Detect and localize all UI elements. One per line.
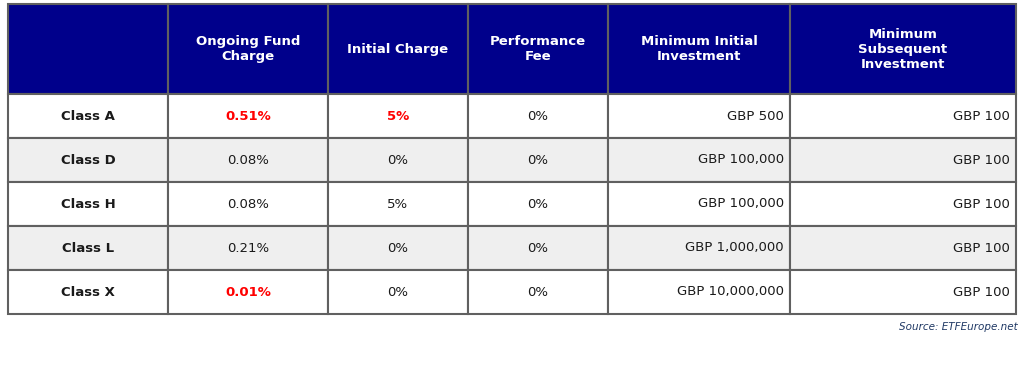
Bar bbox=[608, 138, 790, 182]
Bar bbox=[468, 270, 608, 314]
Text: Class D: Class D bbox=[60, 153, 116, 167]
Bar bbox=[8, 138, 168, 182]
Bar bbox=[608, 226, 790, 270]
Text: 0%: 0% bbox=[387, 285, 409, 299]
Text: GBP 500: GBP 500 bbox=[727, 109, 784, 123]
Bar bbox=[790, 94, 1016, 138]
Bar bbox=[790, 270, 1016, 314]
Bar bbox=[168, 182, 328, 226]
Text: 0.01%: 0.01% bbox=[225, 285, 271, 299]
Bar bbox=[328, 270, 468, 314]
Text: Class A: Class A bbox=[61, 109, 115, 123]
Text: 5%: 5% bbox=[387, 109, 410, 123]
Bar bbox=[8, 4, 168, 94]
Text: 0.08%: 0.08% bbox=[227, 153, 269, 167]
Bar bbox=[168, 226, 328, 270]
Bar bbox=[790, 138, 1016, 182]
Bar bbox=[790, 4, 1016, 94]
Text: Initial Charge: Initial Charge bbox=[347, 42, 449, 56]
Text: 0%: 0% bbox=[527, 242, 549, 254]
Bar bbox=[328, 226, 468, 270]
Bar bbox=[168, 270, 328, 314]
Bar bbox=[608, 182, 790, 226]
Bar bbox=[608, 94, 790, 138]
Text: 0%: 0% bbox=[387, 153, 409, 167]
Text: GBP 100,000: GBP 100,000 bbox=[698, 198, 784, 210]
Bar bbox=[8, 94, 168, 138]
Bar bbox=[328, 182, 468, 226]
Bar bbox=[608, 4, 790, 94]
Text: 5%: 5% bbox=[387, 198, 409, 210]
Bar bbox=[8, 182, 168, 226]
Text: 0%: 0% bbox=[527, 109, 549, 123]
Text: 0%: 0% bbox=[527, 153, 549, 167]
Bar bbox=[790, 226, 1016, 270]
Text: 0.08%: 0.08% bbox=[227, 198, 269, 210]
Text: 0.21%: 0.21% bbox=[227, 242, 269, 254]
Bar bbox=[8, 270, 168, 314]
Text: GBP 100: GBP 100 bbox=[953, 198, 1010, 210]
Text: 0.51%: 0.51% bbox=[225, 109, 271, 123]
Bar bbox=[328, 138, 468, 182]
Bar bbox=[468, 94, 608, 138]
Bar bbox=[468, 226, 608, 270]
Text: GBP 100: GBP 100 bbox=[953, 285, 1010, 299]
Text: Minimum
Subsequent
Investment: Minimum Subsequent Investment bbox=[858, 27, 947, 71]
Bar bbox=[468, 4, 608, 94]
Text: GBP 10,000,000: GBP 10,000,000 bbox=[677, 285, 784, 299]
Text: 0%: 0% bbox=[387, 242, 409, 254]
Bar bbox=[168, 4, 328, 94]
Bar bbox=[328, 94, 468, 138]
Bar bbox=[468, 182, 608, 226]
Text: 0%: 0% bbox=[527, 285, 549, 299]
Text: Class L: Class L bbox=[61, 242, 114, 254]
Text: Class H: Class H bbox=[60, 198, 116, 210]
Text: Source: ETFEurope.net: Source: ETFEurope.net bbox=[899, 322, 1018, 332]
Bar bbox=[168, 138, 328, 182]
Bar bbox=[468, 138, 608, 182]
Bar bbox=[790, 182, 1016, 226]
Text: GBP 100,000: GBP 100,000 bbox=[698, 153, 784, 167]
Text: 0%: 0% bbox=[527, 198, 549, 210]
Text: Minimum Initial
Investment: Minimum Initial Investment bbox=[641, 35, 758, 63]
Bar bbox=[8, 226, 168, 270]
Text: Ongoing Fund
Charge: Ongoing Fund Charge bbox=[196, 35, 300, 63]
Text: GBP 100: GBP 100 bbox=[953, 242, 1010, 254]
Text: GBP 100: GBP 100 bbox=[953, 153, 1010, 167]
Text: GBP 1,000,000: GBP 1,000,000 bbox=[685, 242, 784, 254]
Text: Performance
Fee: Performance Fee bbox=[489, 35, 586, 63]
Text: GBP 100: GBP 100 bbox=[953, 109, 1010, 123]
Bar bbox=[168, 94, 328, 138]
Bar bbox=[328, 4, 468, 94]
Text: Class X: Class X bbox=[61, 285, 115, 299]
Bar bbox=[608, 270, 790, 314]
